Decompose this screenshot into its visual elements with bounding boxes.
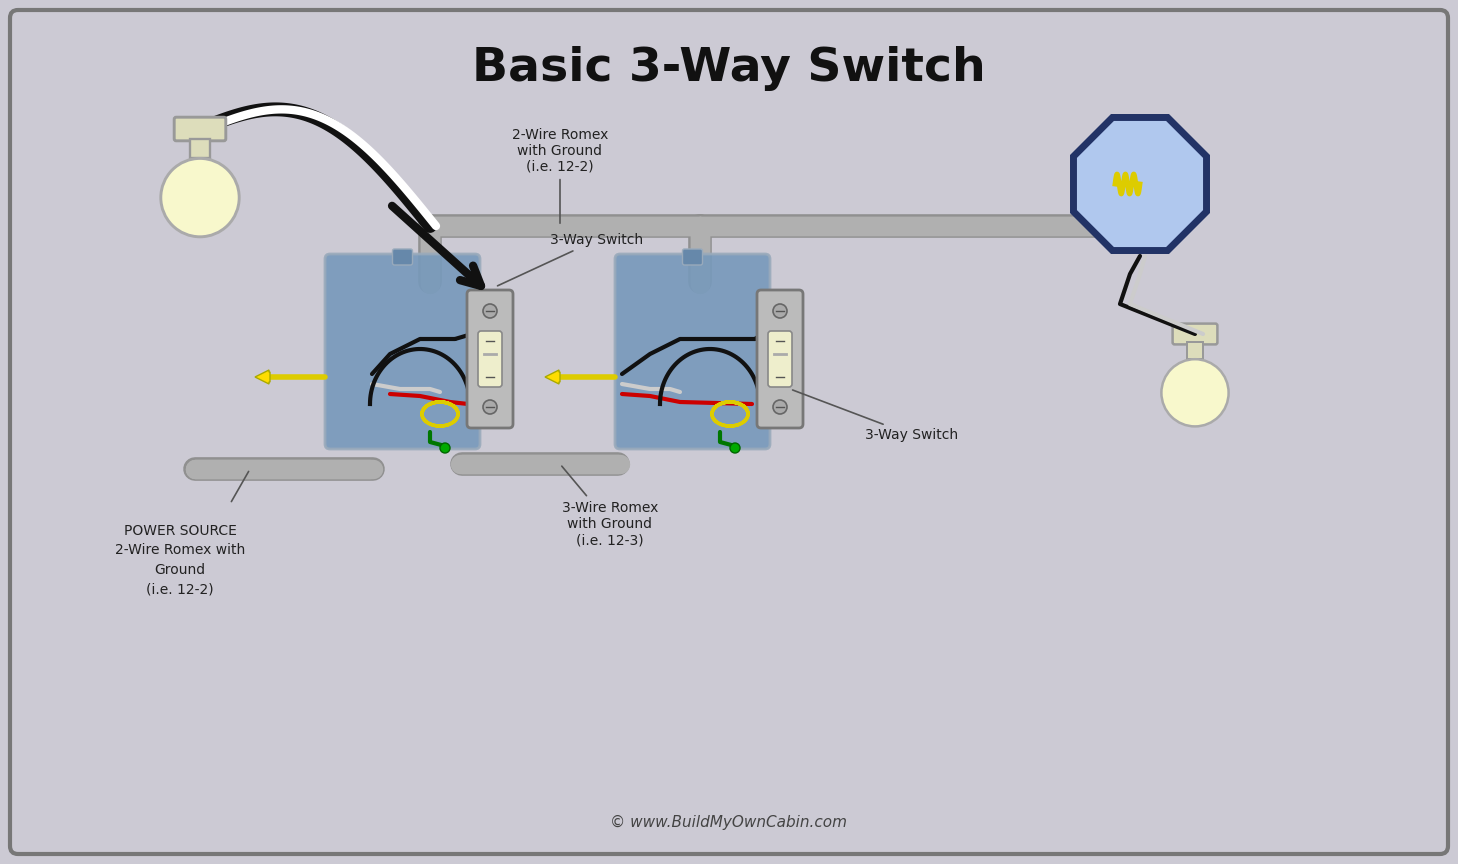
FancyBboxPatch shape — [10, 10, 1448, 854]
FancyArrow shape — [545, 370, 560, 384]
FancyBboxPatch shape — [682, 249, 703, 265]
Polygon shape — [1073, 118, 1207, 251]
Bar — [190, 139, 210, 158]
FancyBboxPatch shape — [757, 290, 803, 428]
Circle shape — [773, 334, 787, 348]
Circle shape — [440, 443, 451, 453]
Text: POWER SOURCE
2-Wire Romex with
Ground
(i.e. 12-2): POWER SOURCE 2-Wire Romex with Ground (i… — [115, 524, 245, 596]
Circle shape — [483, 400, 497, 414]
FancyArrow shape — [255, 370, 270, 384]
Bar — [1187, 342, 1203, 359]
Text: 3-Way Switch: 3-Way Switch — [793, 390, 958, 442]
Text: © www.BuildMyOwnCabin.com: © www.BuildMyOwnCabin.com — [611, 815, 847, 829]
Circle shape — [773, 370, 787, 384]
Text: 2-Wire Romex
with Ground
(i.e. 12-2): 2-Wire Romex with Ground (i.e. 12-2) — [512, 128, 608, 223]
Circle shape — [773, 304, 787, 318]
Circle shape — [483, 304, 497, 318]
Text: 3-Way Switch: 3-Way Switch — [497, 233, 643, 286]
FancyBboxPatch shape — [174, 118, 226, 141]
Circle shape — [1162, 359, 1229, 427]
Circle shape — [730, 443, 741, 453]
FancyBboxPatch shape — [325, 254, 480, 449]
Text: Basic 3-Way Switch: Basic 3-Way Switch — [472, 46, 986, 91]
FancyBboxPatch shape — [1172, 324, 1217, 345]
Circle shape — [483, 370, 497, 384]
FancyBboxPatch shape — [768, 331, 792, 387]
Circle shape — [483, 334, 497, 348]
Circle shape — [160, 158, 239, 237]
FancyBboxPatch shape — [467, 290, 513, 428]
Text: 3-Wire Romex
with Ground
(i.e. 12-3): 3-Wire Romex with Ground (i.e. 12-3) — [561, 467, 658, 547]
Circle shape — [773, 400, 787, 414]
FancyBboxPatch shape — [478, 331, 502, 387]
FancyBboxPatch shape — [392, 249, 413, 265]
FancyBboxPatch shape — [615, 254, 770, 449]
